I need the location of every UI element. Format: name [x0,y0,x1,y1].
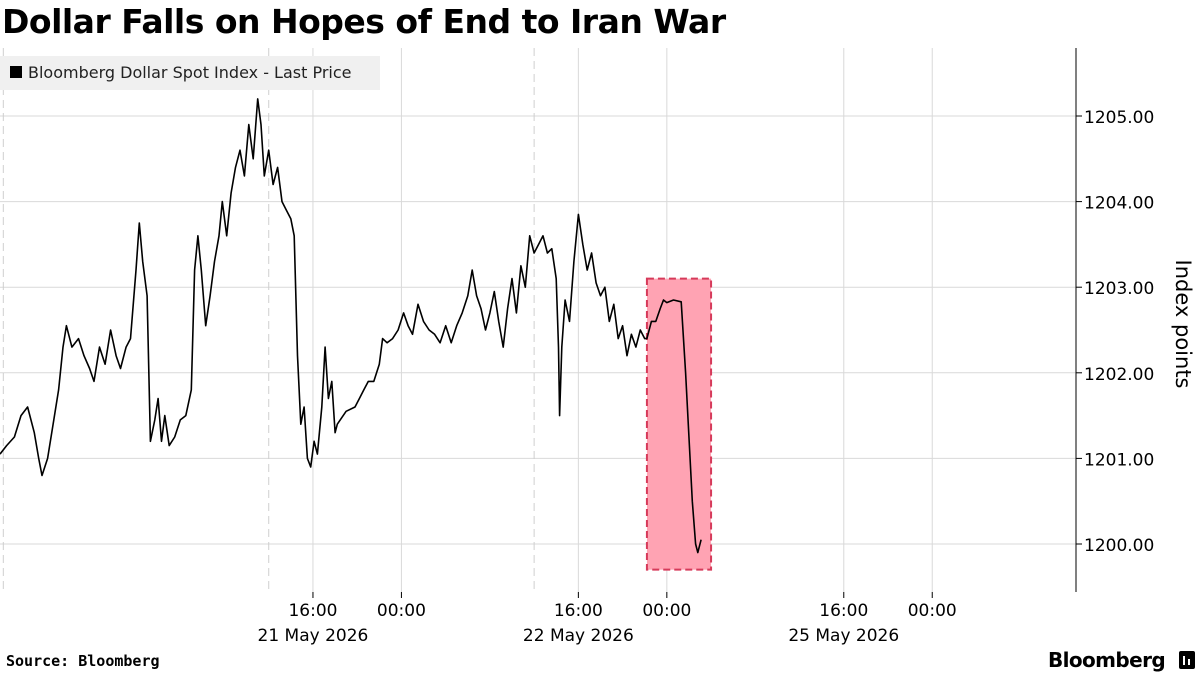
annotation-layer [645,277,713,571]
y-tick-label: 1205.00 [1084,108,1154,128]
y-tick-label: 1202.00 [1084,365,1154,385]
y-tick-label: 1204.00 [1084,194,1154,214]
axis-layer: 1200.00 1201.00 1202.00 1203.00 1204.00 1205.… [258,48,1154,646]
x-tick-label: 16:00 [554,601,603,621]
x-tick-label: 00:00 [908,601,957,621]
series-line [0,98,702,554]
legend: Bloomberg Dollar Spot Index - Last Price [0,56,380,90]
source-note: Source: Bloomberg [6,652,160,670]
grid-layer [0,48,1076,592]
x-date-label: 25 May 2026 [788,626,899,646]
y-tick-label: 1200.00 [1084,536,1154,556]
y-tick-label: 1201.00 [1084,450,1154,470]
highlight-box [645,277,713,571]
chart-title: Dollar Falls on Hopes of End to Iran War [2,2,726,41]
y-axis-label: Index points [1171,260,1195,389]
x-date-label: 21 May 2026 [258,626,369,646]
x-tick-label: 16:00 [819,601,868,621]
legend-background [0,56,380,90]
x-date-label: 22 May 2026 [523,626,634,646]
brand-logo: Bloomberg [1048,648,1166,672]
series-layer [0,98,702,554]
legend-swatch [10,66,22,78]
legend-label: Bloomberg Dollar Spot Index - Last Price [28,63,352,82]
x-tick-label: 00:00 [642,601,691,621]
y-tick-label: 1203.00 [1084,279,1154,299]
x-tick-label: 00:00 [377,601,426,621]
brand-chart-icon [1179,651,1195,669]
x-tick-label: 16:00 [288,601,337,621]
